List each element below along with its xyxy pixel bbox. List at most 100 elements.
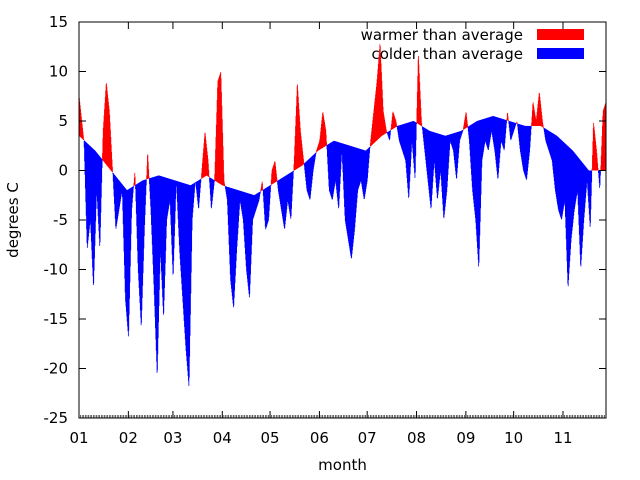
colder-area-segment (101, 158, 103, 183)
x-tick-label: 05 (261, 429, 280, 447)
colder-area-segment (101, 159, 103, 169)
colder-area-segment (315, 153, 316, 157)
colder-area-segment (162, 176, 164, 307)
colder-area-segment (527, 125, 528, 172)
warmer-area-segment (393, 112, 394, 129)
colder-area-segment (350, 146, 352, 259)
colder-area-segment (256, 193, 258, 208)
warmer-area-segment (303, 162, 305, 164)
colder-area-segment (135, 184, 136, 190)
warmer-area-segment (417, 75, 419, 124)
colder-area-segment (189, 185, 191, 336)
x-axis: 01 02 03 04 05 06 07 08 09 10 11 (69, 22, 607, 447)
warmer-area-segment (274, 162, 276, 183)
colder-area-segment (352, 146, 353, 251)
warmer-area-segment (594, 130, 595, 171)
colder-area-segment (194, 183, 195, 193)
colder-area-segment (363, 150, 365, 199)
colder-area-segment (406, 123, 408, 178)
colder-area-segment (327, 144, 329, 172)
warmer-area-segment (147, 155, 148, 179)
colder-area-segment (476, 121, 478, 236)
warmer-area-segment (261, 184, 263, 191)
colder-area-segment (502, 118, 503, 146)
colder-area-segment (151, 177, 153, 245)
warmer-area-segment (464, 119, 466, 129)
warmer-area-segment (395, 122, 397, 127)
colder-area-segment (286, 174, 288, 206)
warmer-area-segment (466, 120, 468, 128)
warmer-area-segment (296, 96, 298, 169)
colder-area-segment (141, 181, 142, 323)
warmer-area-segment (262, 183, 263, 191)
warmer-area-segment (542, 122, 544, 128)
colder-area-segment (452, 133, 454, 149)
colder-area-segment (165, 177, 167, 251)
colder-area-segment (514, 122, 515, 130)
warmer-area-segment (396, 124, 398, 127)
colder-area-segment (260, 191, 261, 193)
y-tick-label: -5 (53, 211, 68, 229)
colder-area-segment (583, 164, 585, 224)
warmer-area-segment (82, 135, 84, 140)
warmer-area-segment (516, 121, 518, 124)
colder-area-segment (409, 122, 411, 175)
warmer-area-segment (593, 126, 595, 171)
warmer-area-segment (325, 134, 327, 146)
colder-area-segment (565, 144, 567, 240)
y-tick-label: -25 (44, 409, 69, 427)
colder-area-segment (326, 145, 328, 150)
colder-area-segment (253, 195, 255, 217)
warmer-area-segment (507, 116, 509, 121)
colder-area-segment (333, 140, 335, 190)
warmer-area-segment (218, 78, 220, 183)
colder-area-segment (309, 157, 311, 199)
colder-area-segment (157, 175, 159, 339)
y-tick-label: 10 (49, 63, 68, 81)
colder-area-segment (171, 179, 173, 245)
warmer-area-segment (420, 116, 422, 126)
warmer-area-segment (224, 184, 226, 187)
warmer-area-segment (370, 138, 372, 147)
colder-area-segment (550, 132, 552, 158)
colder-area-segment (138, 183, 140, 281)
colder-area-segment (346, 144, 347, 229)
colder-area-segment (526, 125, 528, 175)
legend-label-warmer: warmer than average (361, 26, 523, 44)
colder-area-segment (211, 178, 212, 209)
warmer-area-segment (134, 176, 136, 186)
colder-area-segment (403, 123, 405, 157)
colder-area-segment (200, 179, 202, 183)
colder-area-segment (458, 131, 460, 154)
colder-area-segment (445, 135, 447, 196)
warmer-area-segment (273, 164, 275, 184)
colder-area-segment (332, 141, 334, 197)
colder-area-segment (132, 186, 134, 193)
colder-area-segment (488, 117, 490, 147)
colder-area-segment (552, 133, 554, 170)
x-tick-label: 08 (407, 429, 426, 447)
colder-area-segment (495, 116, 497, 164)
colder-area-segment (195, 182, 197, 186)
colder-area-segment (182, 182, 183, 297)
warmer-area-segment (596, 148, 597, 171)
x-tick-label: 01 (69, 429, 88, 447)
x-tick-label: 09 (456, 429, 475, 447)
y-tick-label: 5 (58, 112, 68, 130)
colder-area-segment (482, 119, 484, 155)
colder-area-segment (188, 184, 189, 381)
colder-area-segment (489, 116, 491, 140)
colder-area-segment (462, 130, 464, 132)
warmer-area-segment (533, 104, 534, 126)
colder-area-segment (530, 125, 532, 136)
y-axis: 15 10 5 0 -5 -10 -15 -20 -25 (44, 13, 606, 427)
colder-area-segment (338, 142, 340, 207)
warmer-area-segment (508, 120, 509, 122)
colder-area-segment (399, 125, 400, 142)
colder-area-segment (557, 136, 558, 204)
x-tick-label: 11 (553, 429, 572, 447)
warmer-area-segment (374, 98, 376, 142)
colder-area-segment (518, 124, 520, 138)
colder-area-segment (355, 147, 357, 218)
colder-area-segment (599, 170, 601, 186)
